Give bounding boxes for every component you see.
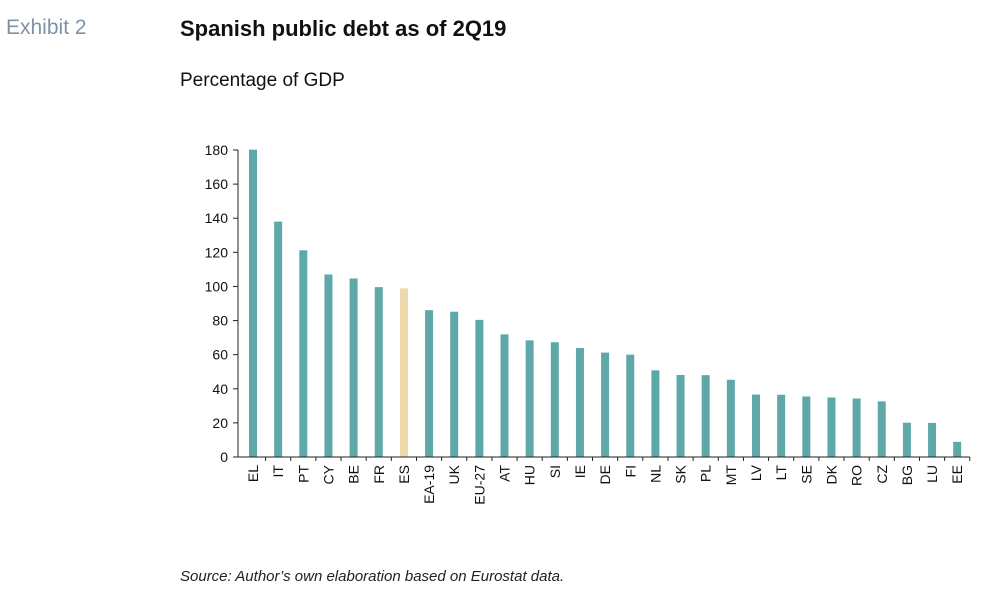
x-tick-label: EL bbox=[245, 465, 261, 482]
y-tick-label: 0 bbox=[220, 449, 228, 465]
bar-pt bbox=[299, 250, 308, 457]
y-tick-label: 80 bbox=[212, 313, 228, 329]
x-tick-label: SE bbox=[798, 465, 814, 484]
x-tick-label: AT bbox=[497, 465, 513, 482]
x-tick-label: IT bbox=[270, 465, 286, 478]
bar-nl bbox=[651, 370, 660, 457]
x-tick-label: UK bbox=[446, 464, 462, 484]
bar-cz bbox=[877, 401, 886, 457]
y-tick-label: 40 bbox=[212, 381, 228, 397]
x-tick-label: NL bbox=[647, 465, 663, 483]
bar-cy bbox=[324, 274, 333, 457]
source-note: Source: Author’s own elaboration based o… bbox=[180, 568, 565, 585]
bar-ea-19 bbox=[425, 310, 434, 457]
bar-hu bbox=[525, 340, 534, 457]
y-tick-label: 20 bbox=[212, 415, 228, 431]
y-tick-label: 180 bbox=[205, 142, 229, 158]
x-tick-label: LV bbox=[748, 464, 764, 481]
bar-ro bbox=[852, 398, 861, 457]
x-tick-label: DE bbox=[597, 465, 613, 484]
x-tick-label: PL bbox=[698, 465, 714, 482]
x-tick-label: PT bbox=[295, 465, 311, 483]
bar-si bbox=[550, 342, 559, 457]
bar-de bbox=[601, 352, 610, 457]
x-tick-label: DK bbox=[823, 464, 839, 484]
exhibit-label: Exhibit 2 bbox=[6, 16, 87, 39]
bar-es bbox=[399, 288, 408, 457]
bar-it bbox=[274, 221, 283, 457]
bar-pl bbox=[701, 375, 710, 457]
x-tick-label: RO bbox=[849, 465, 865, 486]
x-tick-label: EU-27 bbox=[471, 465, 487, 505]
x-tick-label: ES bbox=[396, 465, 412, 484]
bar-be bbox=[349, 278, 358, 457]
x-tick-label: EA-19 bbox=[421, 465, 437, 504]
bar-uk bbox=[450, 311, 459, 457]
bar-eu-27 bbox=[475, 319, 484, 457]
bar-ie bbox=[575, 348, 584, 457]
x-tick-label: MT bbox=[723, 465, 739, 486]
x-tick-label: CZ bbox=[874, 465, 890, 484]
bars bbox=[249, 149, 962, 458]
bar-lu bbox=[928, 422, 937, 457]
y-tick-label: 100 bbox=[205, 278, 229, 294]
chart-subtitle: Percentage of GDP bbox=[180, 70, 345, 91]
x-tick-label: LU bbox=[924, 465, 940, 483]
x-tick-label: EE bbox=[949, 465, 965, 484]
bar-ee bbox=[953, 441, 962, 457]
y-tick-label: 120 bbox=[205, 244, 229, 260]
bar-lv bbox=[752, 394, 760, 457]
bar-lt bbox=[777, 394, 786, 457]
bar-se bbox=[802, 396, 811, 457]
bar-fi bbox=[626, 354, 635, 457]
x-tick-label: LT bbox=[773, 465, 789, 481]
x-tick-label: SI bbox=[547, 465, 563, 478]
bar-dk bbox=[827, 397, 836, 457]
x-tick-label: FI bbox=[622, 465, 638, 477]
y-tick-label: 60 bbox=[212, 347, 228, 363]
bar-at bbox=[500, 334, 509, 457]
x-tick-label: SK bbox=[673, 464, 689, 483]
x-tick-label: BG bbox=[899, 465, 915, 485]
bar-mt bbox=[726, 379, 735, 457]
x-tick-label: IE bbox=[572, 465, 588, 478]
y-tick-label: 160 bbox=[205, 176, 229, 192]
y-axis: 0 20 40 60 80 100 120 140 160 180 bbox=[205, 142, 239, 465]
x-tick-label: BE bbox=[346, 465, 362, 484]
x-tick-label: HU bbox=[522, 465, 538, 485]
x-tick-label: CY bbox=[320, 464, 336, 484]
chart-title: Spanish public debt as of 2Q19 bbox=[180, 16, 507, 41]
bar-bg bbox=[902, 422, 911, 457]
bar-el bbox=[249, 149, 257, 458]
bar-sk bbox=[676, 374, 685, 457]
x-axis: EL IT PT CY BE FR ES EA-19 UK EU-27 AT HU SI IE DE FI NL… bbox=[238, 456, 971, 505]
x-tick-label: FR bbox=[371, 465, 387, 484]
y-tick-label: 140 bbox=[205, 210, 229, 226]
bar-fr bbox=[374, 287, 383, 457]
